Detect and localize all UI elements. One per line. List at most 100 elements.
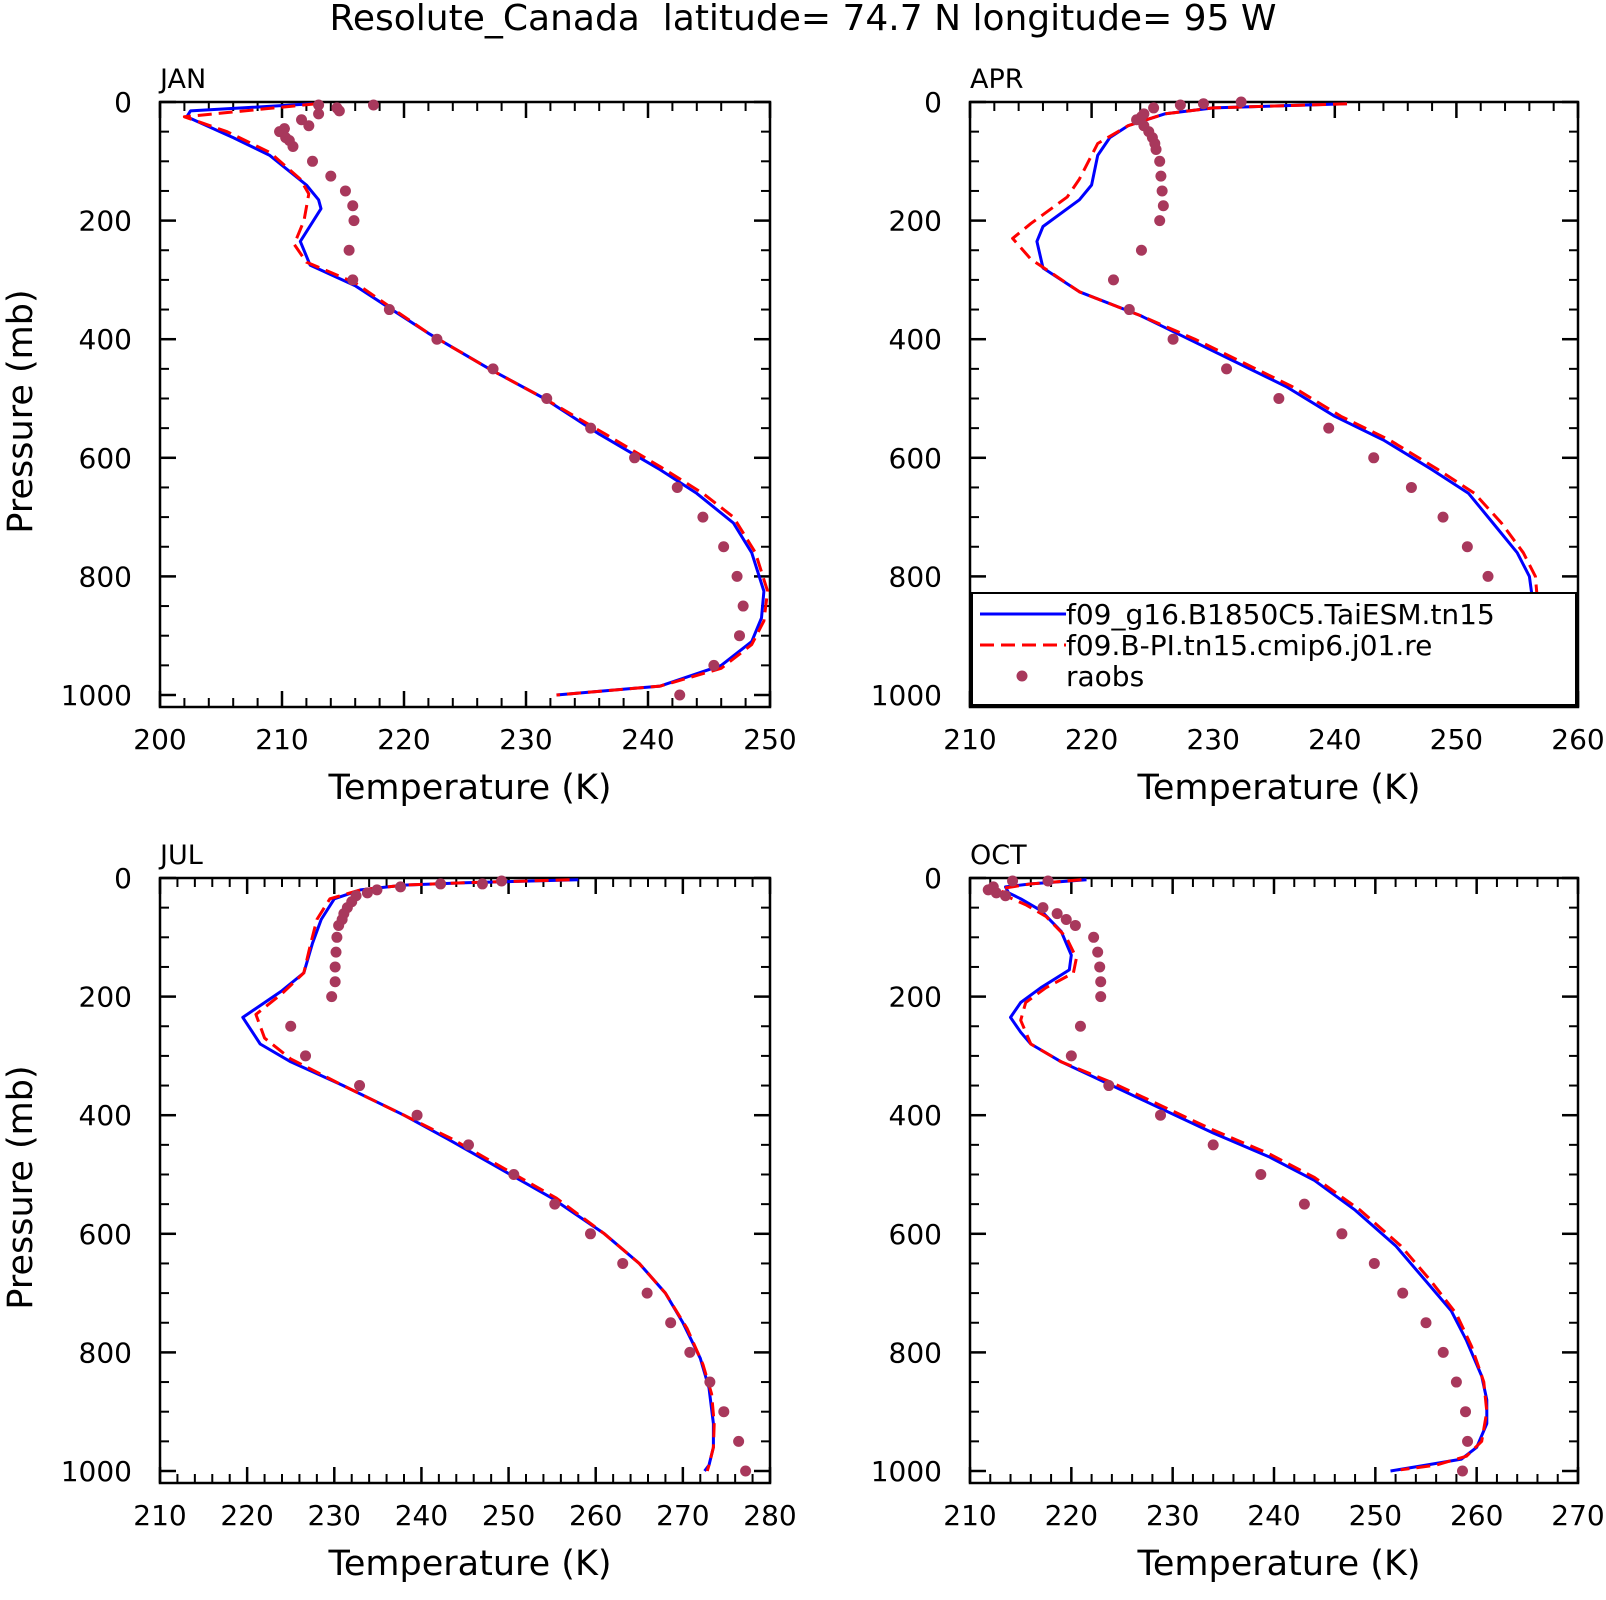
raobs-marker <box>1460 1406 1472 1418</box>
raobs-marker <box>708 659 720 671</box>
x-tick-label: 250 <box>482 1499 535 1532</box>
y-tick-label: 400 <box>889 323 942 356</box>
x-tick-label: 210 <box>133 1499 186 1532</box>
y-tick-label: 0 <box>114 862 132 895</box>
x-axis-label: Temperature (K) <box>327 1544 611 1584</box>
raobs-marker <box>1094 961 1106 973</box>
x-tick-label: 230 <box>308 1499 361 1532</box>
raobs-marker <box>300 1050 312 1062</box>
raobs-marker <box>487 363 499 375</box>
raobs-marker <box>285 1020 297 1032</box>
y-axis-label: Pressure (mb) <box>1 1065 41 1309</box>
x-tick-label: 210 <box>943 723 996 756</box>
raobs-marker <box>684 1346 696 1358</box>
raobs-marker <box>431 333 443 345</box>
plot-frame <box>968 876 1580 1485</box>
x-tick-label: 280 <box>743 1499 796 1532</box>
raobs-marker <box>1131 114 1143 126</box>
raobs-marker <box>617 1257 629 1269</box>
raobs-marker <box>1174 99 1186 111</box>
raobs-marker <box>1069 919 1081 931</box>
y-tick-label: 600 <box>889 1218 942 1251</box>
raobs-marker <box>1273 393 1285 404</box>
legend-label: f09.B-PI.tn15.cmip6.j01.re <box>1066 629 1432 662</box>
x-tick-label: 250 <box>1430 723 1483 756</box>
y-tick-label: 600 <box>79 1218 132 1251</box>
figure-title: Resolute_Canada latitude= 74.7 N longitu… <box>329 0 1276 39</box>
raobs-marker <box>1450 1376 1462 1388</box>
raobs-marker <box>307 155 318 167</box>
raobs-marker <box>733 1435 745 1447</box>
raobs-marker <box>313 108 325 120</box>
x-tick-label: 240 <box>1308 723 1361 756</box>
raobs-marker <box>1123 304 1135 316</box>
raobs-marker <box>1462 1435 1474 1447</box>
x-tick-label: 270 <box>1551 1499 1604 1532</box>
raobs-marker <box>1155 170 1167 182</box>
raobs-marker <box>674 689 686 701</box>
x-tick-label: 220 <box>377 723 430 756</box>
raobs-marker <box>383 304 395 316</box>
series-line-cmip6 <box>998 878 1489 1472</box>
x-tick-label: 210 <box>255 723 308 756</box>
x-tick-label: 230 <box>1186 723 1239 756</box>
y-tick-label: 200 <box>79 981 132 1014</box>
raobs-marker <box>303 120 315 132</box>
x-axis-label: Temperature (K) <box>1136 768 1420 808</box>
raobs-marker <box>329 976 341 988</box>
raobs-marker <box>287 140 299 152</box>
raobs-marker <box>347 274 359 286</box>
panel-oct: OCT 210 220 230 240 250 260 270 0 200 400 600 800 100… <box>871 840 1605 1584</box>
raobs-marker <box>629 452 641 464</box>
raobs-marker <box>339 185 351 197</box>
raobs-marker <box>371 884 383 896</box>
panel-title: JUL <box>158 840 203 871</box>
raobs-marker <box>368 99 379 111</box>
raobs-marker <box>718 1406 730 1418</box>
raobs-marker <box>549 1198 561 1210</box>
x-tick-label: 230 <box>1146 1499 1199 1532</box>
raobs-marker <box>1037 902 1049 914</box>
series-raobs <box>274 99 749 701</box>
y-tick-label: 800 <box>79 1336 132 1369</box>
x-tick-label: 250 <box>743 723 796 756</box>
legend-entry: f09_g16.B1850C5.TaiESM.tn15 <box>980 598 1495 631</box>
legend-box <box>971 592 1577 706</box>
raobs-marker <box>331 931 343 943</box>
raobs-marker <box>1207 1139 1219 1151</box>
y-tick-label: 0 <box>924 86 942 119</box>
x-tick-label: 260 <box>1551 723 1604 756</box>
x-tick-label: 200 <box>133 723 186 756</box>
series-raobs <box>285 875 752 1477</box>
raobs-marker <box>1095 991 1107 1003</box>
raobs-marker <box>1042 875 1054 887</box>
x-tick-label: 220 <box>1065 723 1118 756</box>
plot-frame <box>968 100 1580 709</box>
raobs-marker <box>1065 1050 1077 1062</box>
raobs-marker <box>1405 481 1417 493</box>
raobs-marker <box>462 1139 474 1151</box>
raobs-marker <box>1051 908 1063 920</box>
raobs-marker <box>1420 1317 1432 1329</box>
raobs-marker <box>1368 1257 1380 1269</box>
raobs-marker <box>671 481 683 493</box>
y-tick-label: 0 <box>924 862 942 895</box>
raobs-marker <box>665 1317 677 1329</box>
legend-label: raobs <box>1066 660 1144 693</box>
raobs-marker <box>1456 1465 1468 1477</box>
raobs-marker <box>1154 215 1166 227</box>
y-tick-label: 200 <box>889 981 942 1014</box>
raobs-marker <box>476 878 488 890</box>
y-tick-label: 400 <box>889 1099 942 1132</box>
y-tick-label: 800 <box>79 560 132 593</box>
raobs-marker <box>1397 1287 1409 1299</box>
series-raobs <box>982 875 1474 1477</box>
plot-frame <box>158 100 772 709</box>
raobs-marker <box>1103 1080 1115 1092</box>
y-tick-label: 200 <box>79 205 132 238</box>
raobs-marker <box>1437 511 1449 523</box>
raobs-marker <box>326 991 338 1003</box>
y-tick-label: 1000 <box>61 1455 132 1488</box>
raobs-marker <box>1323 422 1335 434</box>
y-tick-label: 400 <box>79 1099 132 1132</box>
